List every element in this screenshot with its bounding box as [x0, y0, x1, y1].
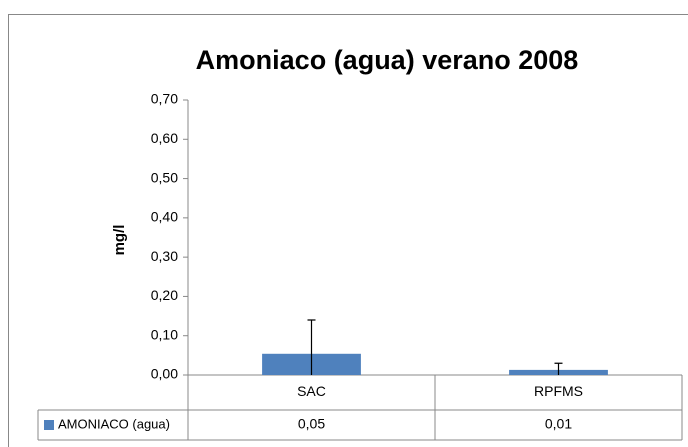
data-table-value: 0,01	[545, 416, 572, 432]
y-tick-label: 0,10	[151, 326, 178, 342]
y-axis-label: mg/l	[111, 225, 128, 256]
y-tick-label: 0,70	[151, 91, 178, 107]
legend-swatch	[44, 420, 54, 430]
y-tick-label: 0,30	[151, 248, 178, 264]
y-tick-label: 0,40	[151, 209, 178, 225]
chart-title: Amoniaco (agua) verano 2008	[196, 45, 579, 75]
data-table-value: 0,05	[298, 416, 325, 432]
error-bar	[307, 319, 316, 375]
x-tick-label: RPFMS	[534, 383, 583, 399]
y-tick-label: 0,60	[151, 130, 178, 146]
legend-label: AMONIACO (agua)	[58, 416, 170, 431]
x-tick-label: SAC	[297, 383, 326, 399]
error-bar	[554, 362, 563, 375]
y-tick-label: 0,20	[151, 287, 178, 303]
y-tick-label: 0,00	[151, 366, 178, 382]
y-tick-label: 0,50	[151, 169, 178, 185]
